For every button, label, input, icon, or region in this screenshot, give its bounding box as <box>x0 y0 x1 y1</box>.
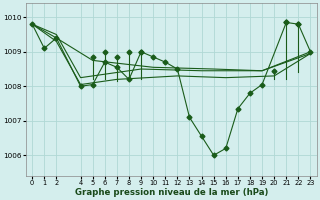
X-axis label: Graphe pression niveau de la mer (hPa): Graphe pression niveau de la mer (hPa) <box>75 188 268 197</box>
